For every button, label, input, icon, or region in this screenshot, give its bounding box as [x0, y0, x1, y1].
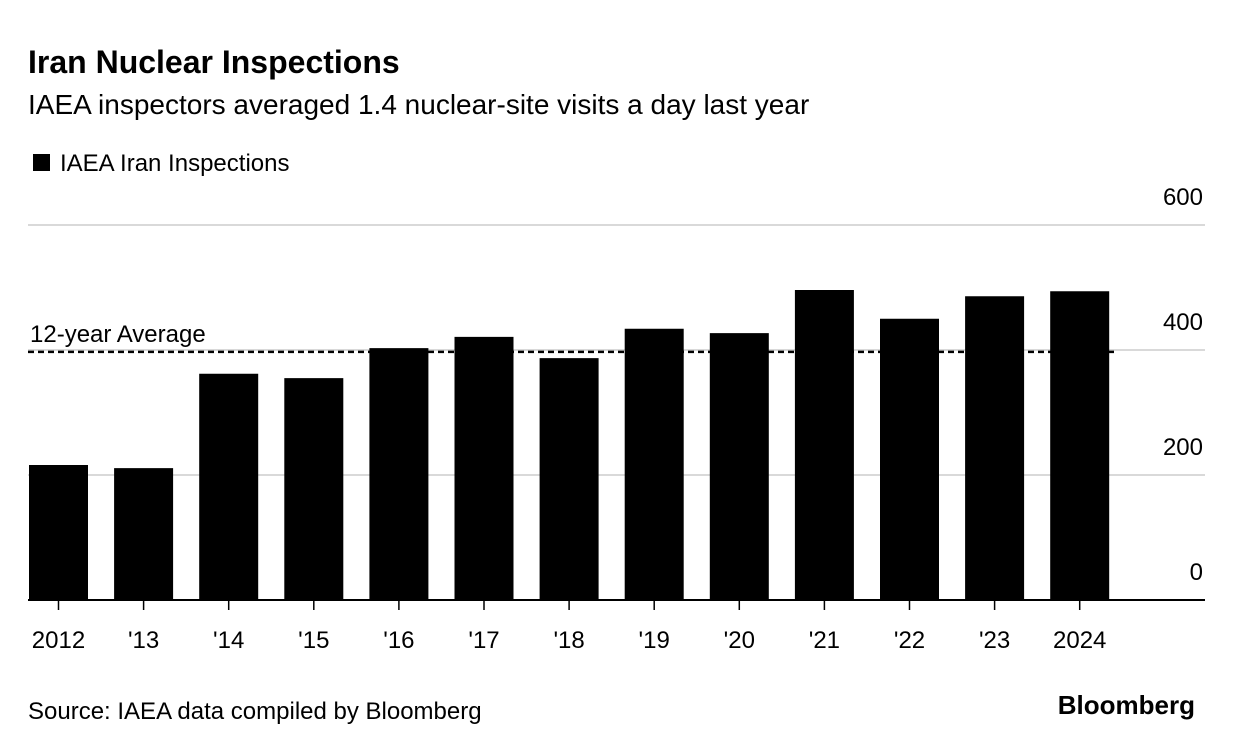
x-tick-label: 2012 — [32, 627, 85, 654]
bar — [709, 333, 769, 600]
bar — [624, 328, 684, 600]
x-tick-label: 2024 — [1053, 627, 1106, 654]
x-tick-label: '18 — [553, 627, 584, 654]
bar — [454, 336, 514, 600]
x-tick-label: '13 — [128, 627, 159, 654]
legend-label: IAEA Iran Inspections — [60, 150, 289, 177]
bar — [1050, 291, 1110, 600]
y-tick-label: 400 — [1163, 309, 1203, 336]
x-tick-label: '14 — [213, 627, 244, 654]
x-tick-label: '23 — [979, 627, 1010, 654]
x-tick-label: '15 — [298, 627, 329, 654]
bar — [114, 468, 174, 600]
y-tick-label: 600 — [1163, 184, 1203, 211]
bar — [369, 348, 429, 600]
bar — [794, 290, 854, 600]
bar — [965, 296, 1025, 600]
x-tick-label: '17 — [468, 627, 499, 654]
x-tick-label: '21 — [809, 627, 840, 654]
brand: Bloomberg — [1058, 690, 1195, 720]
x-tick-label: '22 — [894, 627, 925, 654]
x-tick-label: '16 — [383, 627, 414, 654]
x-tick-label: '20 — [724, 627, 755, 654]
y-tick-label: 200 — [1163, 434, 1203, 461]
legend-swatch — [33, 154, 50, 171]
x-tick-label: '19 — [639, 627, 670, 654]
reference-label: 12-year Average — [30, 321, 206, 348]
bar — [199, 373, 259, 600]
bar — [29, 465, 88, 600]
chart-subtitle: IAEA inspectors averaged 1.4 nuclear-sit… — [28, 89, 809, 120]
y-tick-label: 0 — [1190, 559, 1203, 586]
bar — [539, 358, 599, 600]
bar — [284, 378, 344, 600]
source: Source: IAEA data compiled by Bloomberg — [28, 698, 482, 725]
bar — [880, 318, 939, 600]
chart-title: Iran Nuclear Inspections — [28, 44, 400, 80]
